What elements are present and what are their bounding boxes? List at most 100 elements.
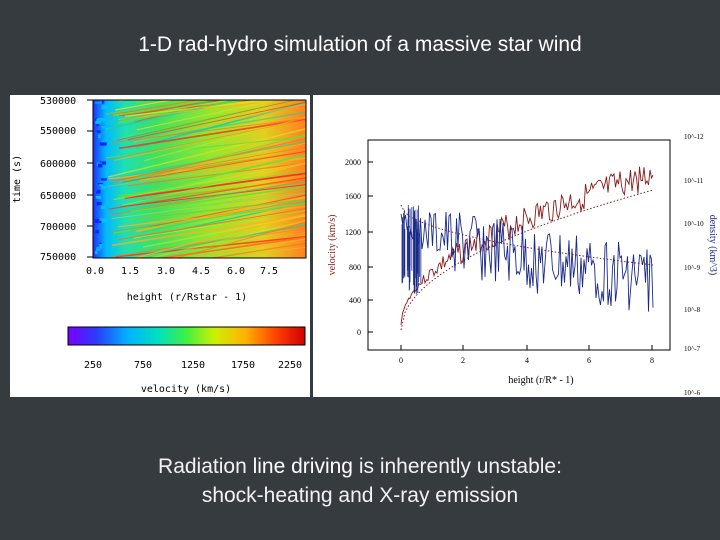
y-axis-label: time (s) bbox=[12, 155, 23, 203]
map-stripe bbox=[115, 100, 175, 111]
velocity-map-frame bbox=[92, 99, 307, 259]
x-tick-labels: 0.0 1.5 3.0 4.5 6.0 7.5 bbox=[86, 266, 278, 277]
map-stripe bbox=[112, 214, 306, 247]
y-left-tick-labels: 0 400 800 1200 1600 2000 bbox=[345, 158, 361, 337]
map-speck bbox=[94, 218, 99, 221]
y-right-tick-label: 10^-8 bbox=[684, 306, 701, 314]
spacetime-figure: time (s) 530000 550000 600000 650000 700… bbox=[10, 95, 310, 397]
map-speck bbox=[101, 185, 106, 190]
y-right-tick-label: 10^-9 bbox=[684, 264, 701, 272]
map-stripe bbox=[136, 100, 278, 131]
y-right-axis-label: density (km^3) bbox=[707, 215, 718, 276]
y-tick-labels: 530000 550000 600000 650000 700000 75000… bbox=[40, 96, 76, 263]
colorbar-tick-label: 1250 bbox=[181, 360, 205, 371]
plot-frame bbox=[367, 139, 671, 351]
map-stripe bbox=[114, 138, 306, 183]
map-speck bbox=[99, 242, 102, 245]
map-stripe bbox=[117, 100, 213, 117]
map-speck bbox=[99, 184, 103, 186]
x-tick-label: 4.5 bbox=[192, 266, 210, 277]
x-axis-label: height (r/Rstar - 1) bbox=[127, 292, 247, 303]
colorbar-tick-label: 250 bbox=[84, 360, 102, 371]
map-stripe bbox=[116, 100, 297, 141]
caption-line-1: Radiation line driving is inherently uns… bbox=[0, 452, 720, 481]
x-tick-label: 7.5 bbox=[260, 266, 278, 277]
y-tick-label: 530000 bbox=[40, 96, 76, 107]
x-tick-labels: 0 2 4 6 8 bbox=[399, 356, 654, 365]
y-left-tick-label: 1600 bbox=[345, 192, 361, 201]
map-stripe bbox=[109, 119, 306, 160]
y-left-tick-label: 2000 bbox=[345, 158, 361, 167]
y-left-axis-label: velocity (km/s) bbox=[327, 215, 338, 276]
colorbar bbox=[67, 326, 306, 346]
map-speck bbox=[94, 102, 101, 104]
map-stripe bbox=[119, 181, 306, 211]
map-stripe bbox=[118, 171, 306, 197]
map-speck bbox=[101, 118, 107, 122]
map-stripe bbox=[132, 232, 306, 258]
y-right-tick-label: 10^-10 bbox=[684, 220, 704, 228]
y-right-tick-label: 10^-12 bbox=[684, 133, 704, 141]
y-tick-label: 750000 bbox=[40, 252, 76, 263]
map-stripe bbox=[131, 185, 306, 213]
density-curve bbox=[400, 210, 654, 312]
y-right-tick-label: 10^-6 bbox=[684, 389, 701, 397]
profile-figure: 0 400 800 1200 1600 2000 velocity (km/s)… bbox=[313, 95, 720, 397]
map-stripe bbox=[111, 118, 306, 143]
map-speck bbox=[99, 142, 107, 145]
map-speck bbox=[101, 105, 108, 110]
x-tick-marks bbox=[400, 345, 653, 350]
y-right-tick-label: 10^-11 bbox=[684, 177, 704, 185]
velocity-curve bbox=[400, 166, 654, 326]
map-speck bbox=[96, 202, 102, 206]
x-tick-label: 2 bbox=[461, 356, 465, 365]
map-stripe bbox=[175, 221, 306, 258]
map-stripe bbox=[143, 215, 306, 248]
y-tick-label: 550000 bbox=[40, 126, 76, 137]
map-stripe bbox=[127, 101, 306, 141]
x-tick-label: 1.5 bbox=[121, 266, 139, 277]
caption-line-2: shock-heating and X-ray emission bbox=[201, 484, 519, 507]
map-speck bbox=[95, 250, 98, 255]
map-speck bbox=[100, 178, 107, 181]
map-stripe bbox=[124, 100, 275, 117]
y-right-tick-labels: 10^-12 10^-11 10^-10 10^-9 10^-8 10^-7 1… bbox=[684, 133, 704, 397]
map-speck bbox=[96, 196, 99, 198]
map-stripe bbox=[143, 116, 306, 162]
map-speck bbox=[95, 120, 102, 124]
y-tick-marks bbox=[87, 99, 93, 258]
y-left-tick-label: 1200 bbox=[345, 228, 361, 237]
map-stripe bbox=[118, 100, 287, 121]
x-tick-label: 6 bbox=[587, 356, 591, 365]
velocity-model-curve bbox=[400, 189, 654, 331]
map-stripe bbox=[128, 100, 232, 117]
map-stripe bbox=[187, 238, 306, 258]
map-stripe bbox=[147, 219, 306, 258]
map-stripe bbox=[113, 162, 306, 201]
map-stripe bbox=[105, 100, 222, 125]
map-speck bbox=[101, 205, 107, 210]
y-left-tick-marks bbox=[368, 161, 373, 333]
map-stripe bbox=[118, 228, 306, 256]
map-speck bbox=[96, 248, 101, 251]
colorbar-tick-label: 2250 bbox=[278, 360, 302, 371]
map-stripe bbox=[124, 100, 129, 101]
map-speck bbox=[97, 117, 103, 121]
map-stripe bbox=[133, 103, 306, 143]
y-left-tick-label: 0 bbox=[357, 328, 361, 337]
x-tick-label: 4 bbox=[525, 356, 529, 365]
y-tick-label: 700000 bbox=[40, 222, 76, 233]
y-right-tick-label: 10^-7 bbox=[684, 345, 701, 353]
map-stripe bbox=[111, 100, 201, 116]
slide-caption: Radiation line driving is inherently uns… bbox=[0, 452, 720, 510]
colorbar-tick-label: 1750 bbox=[231, 360, 255, 371]
x-tick-label: 3.0 bbox=[157, 266, 175, 277]
map-speck bbox=[97, 163, 103, 168]
map-stripe bbox=[118, 118, 306, 150]
slide-title: 1-D rad-hydro simulation of a massive st… bbox=[138, 33, 582, 56]
map-stripe bbox=[105, 100, 192, 116]
map-stripe bbox=[208, 242, 306, 258]
map-speck bbox=[94, 220, 102, 223]
map-stripe bbox=[116, 154, 306, 200]
x-tick-label: 0 bbox=[399, 356, 403, 365]
